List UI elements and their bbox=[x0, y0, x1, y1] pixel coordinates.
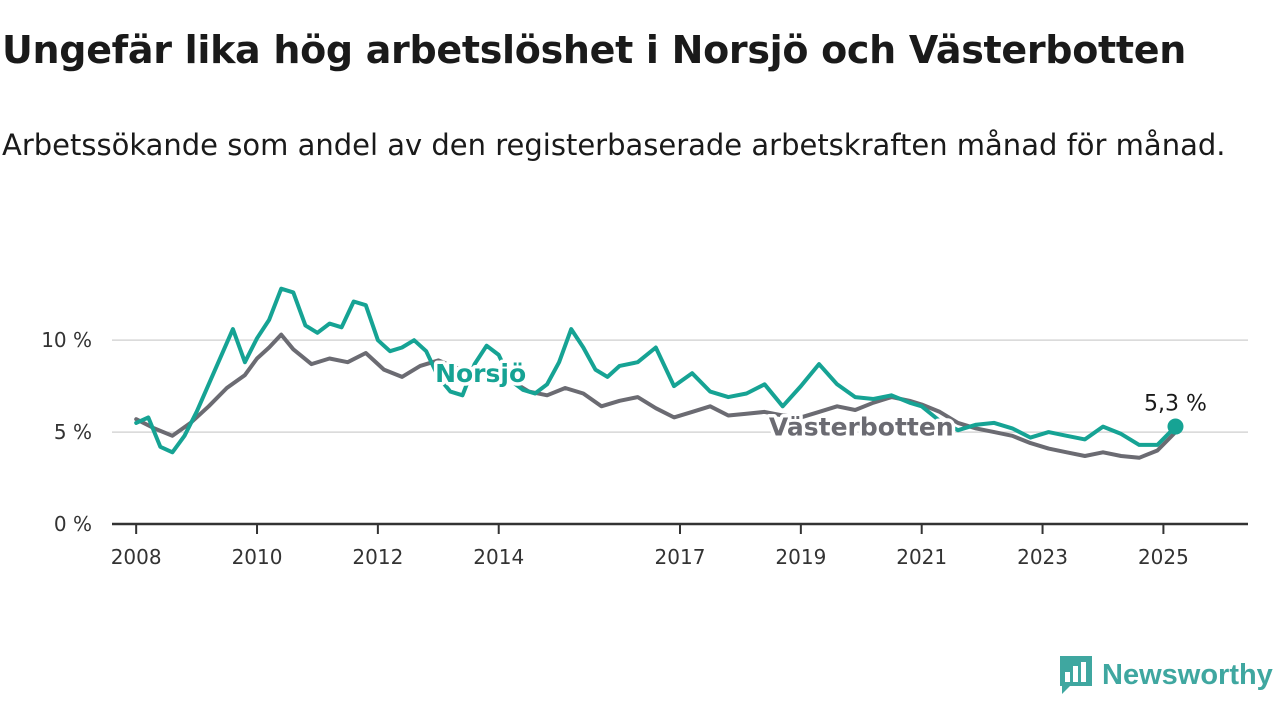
series-labels: Västerbotten Norsjö 5,3 % bbox=[432, 356, 1210, 445]
x-tick-label: 2025 bbox=[1138, 545, 1189, 569]
newsworthy-logo-icon bbox=[1060, 656, 1092, 694]
x-tick-label: 2017 bbox=[655, 545, 706, 569]
x-tick-label: 2012 bbox=[352, 545, 403, 569]
x-tick-label: 2010 bbox=[232, 545, 283, 569]
x-axis: 2008 2010 2012 2014 2017 2019 2021 2023 2025 bbox=[111, 522, 1248, 569]
brand-name: Newsworthy bbox=[1102, 658, 1273, 691]
series-label: Norsjö bbox=[435, 359, 526, 388]
brand-logo: Newsworthy bbox=[1058, 654, 1273, 696]
series-line-norsj- bbox=[134, 286, 1178, 455]
x-tick-label: 2021 bbox=[896, 545, 947, 569]
x-tick-label: 2014 bbox=[473, 545, 524, 569]
y-axis: 0 % 5 % 10 % bbox=[41, 328, 92, 536]
chart-subtitle: Arbetssökande som andel av den registerb… bbox=[2, 128, 1226, 162]
y-tick-label: 5 % bbox=[54, 420, 92, 444]
series-line-v-sterbotten bbox=[134, 332, 1178, 460]
x-tick-label: 2023 bbox=[1017, 545, 1068, 569]
y-tick-label: 0 % bbox=[54, 512, 92, 536]
x-tick-label: 2008 bbox=[111, 545, 162, 569]
end-point-marker bbox=[1167, 418, 1184, 435]
series-lines bbox=[134, 286, 1178, 460]
x-tick-label: 2019 bbox=[775, 545, 826, 569]
chart-title: Ungefär lika hög arbetslöshet i Norsjö o… bbox=[2, 28, 1186, 72]
end-value-label: 5,3 % bbox=[1144, 392, 1207, 417]
series-label: Västerbotten bbox=[769, 413, 954, 442]
gridlines bbox=[112, 339, 1248, 433]
y-tick-label: 10 % bbox=[41, 328, 92, 352]
